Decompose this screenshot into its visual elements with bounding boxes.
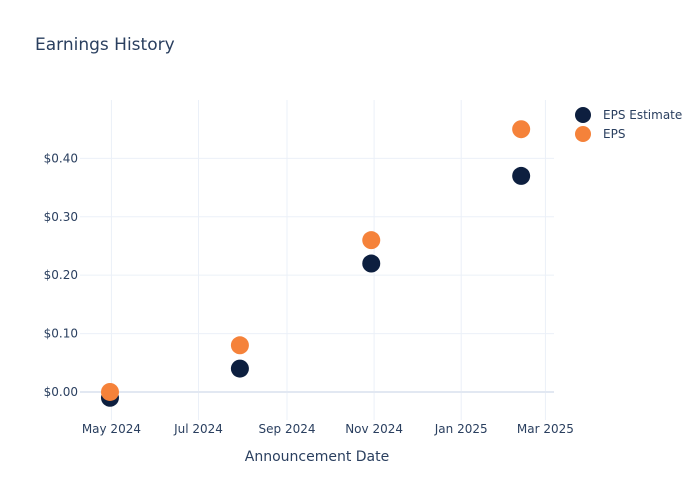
x-tick-label-0: May 2024 [82, 422, 141, 436]
legend-label-1: EPS [603, 127, 625, 141]
legend-label-0: EPS Estimate [603, 108, 682, 122]
y-tick-label-0: $0.00 [44, 385, 78, 399]
x-tick-label-3: Nov 2024 [345, 422, 403, 436]
x-tick-label-2: Sep 2024 [259, 422, 316, 436]
eps-point-2[interactable] [362, 231, 381, 250]
grid [80, 100, 554, 420]
y-tick-label-2: $0.20 [44, 268, 78, 282]
x-axis-title: Announcement Date [245, 449, 389, 465]
eps-point-3[interactable] [512, 120, 531, 139]
legend-marker-1 [575, 126, 591, 142]
x-tick-label-4: Jan 2025 [434, 422, 488, 436]
x-tick-label-5: Mar 2025 [517, 422, 574, 436]
y-tick-label-4: $0.40 [44, 151, 78, 165]
y-tick-label-1: $0.10 [44, 327, 78, 341]
eps-point-0[interactable] [100, 382, 119, 401]
tick-labels: May 2024 Jul 2024 Sep 2024 Nov 2024 Jan 2025… [44, 151, 574, 436]
chart-title: Earnings History [35, 35, 175, 55]
legend-item-0[interactable]: EPS Estimate [575, 107, 682, 123]
eps-estimate-point-1[interactable] [230, 359, 249, 378]
eps-estimate-point-2[interactable] [362, 254, 381, 273]
legend-item-1[interactable]: EPS [575, 126, 625, 142]
y-tick-label-3: $0.30 [44, 210, 78, 224]
legend[interactable]: EPS Estimate EPS [575, 107, 682, 142]
legend-marker-0 [575, 107, 591, 123]
x-tick-label-1: Jul 2024 [173, 422, 223, 436]
eps-point-1[interactable] [230, 336, 249, 355]
data-points [100, 120, 531, 407]
eps-estimate-point-3[interactable] [512, 166, 531, 185]
